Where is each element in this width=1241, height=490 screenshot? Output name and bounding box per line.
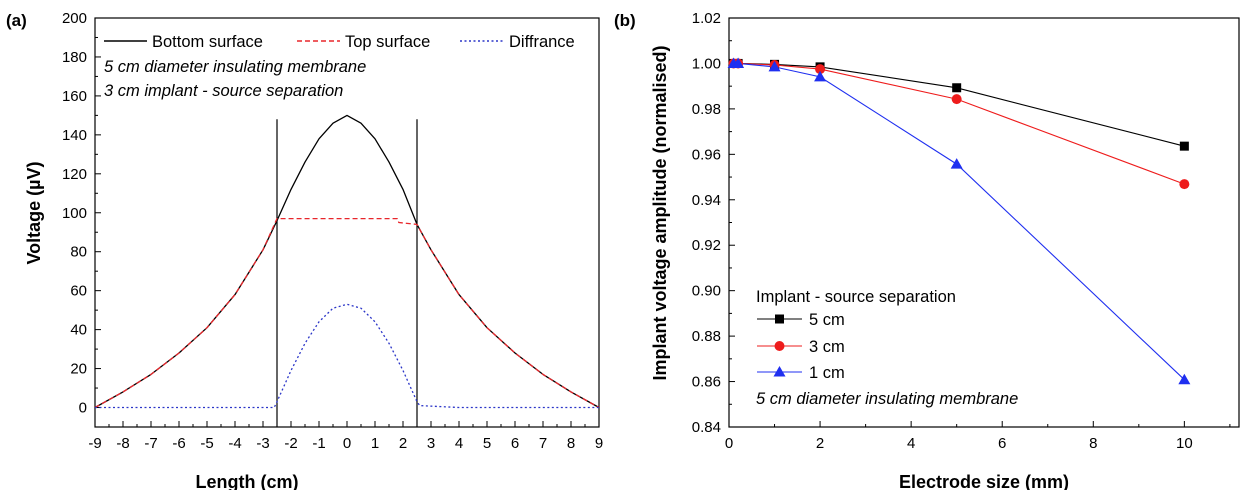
- series-line-1-cm: [733, 62, 1185, 381]
- panel-b-x-axis-title: Electrode size (mm): [899, 472, 1069, 490]
- legend-marker: [774, 341, 785, 351]
- legend-label-diffrance: Diffrance: [509, 33, 575, 51]
- x-tick-label: -7: [144, 435, 157, 452]
- y-tick-label: 40: [70, 322, 87, 339]
- y-tick-label: 20: [70, 361, 87, 378]
- x-tick-label: -2: [284, 435, 297, 452]
- legend-label-3cm: 3 cm: [809, 338, 845, 356]
- panel-a-y-tick-labels: 0 20 40 60 80 100 120 140 160 180 200: [62, 10, 87, 417]
- x-tick-label: -3: [256, 435, 269, 452]
- data-point-1-cm: [1178, 373, 1191, 385]
- panel-b-y-tick-labels: 0.84 0.86 0.88 0.90 0.92 0.94 0.96 0.98 1.00 1.02: [692, 10, 721, 436]
- x-tick-label: 2: [399, 435, 407, 452]
- y-tick-label: 0.84: [692, 419, 721, 436]
- panel-b: (b) 0.84 0.86 0.88 0.90 0.92 0.94 0.96 0.98 1.00…: [614, 10, 1240, 490]
- y-tick-label: 1.02: [692, 10, 721, 27]
- legend-label-1cm: 1 cm: [809, 364, 845, 382]
- y-tick-label: 1.00: [692, 55, 721, 72]
- panel-b-frame: [728, 17, 1240, 428]
- x-tick-label: 8: [567, 435, 575, 452]
- x-tick-label: 5: [483, 435, 491, 452]
- y-tick-label: 120: [62, 166, 87, 183]
- x-tick-label: -5: [200, 435, 213, 452]
- series-line-bottom-surface: [94, 114, 600, 409]
- legend-title-separation: Implant - source separation: [756, 288, 956, 306]
- panel-a-frame: [94, 17, 600, 428]
- panel-a-annotation-membrane: 5 cm diameter insulating membrane: [104, 58, 366, 76]
- legend-label-top-surface: Top surface: [345, 33, 430, 51]
- x-tick-label: 10: [1176, 435, 1193, 452]
- data-point-5-cm: [1179, 141, 1189, 151]
- panel-b-annotation-membrane: 5 cm diameter insulating membrane: [756, 390, 1018, 408]
- y-tick-label: 0.88: [692, 328, 721, 345]
- y-tick-label: 0.96: [692, 146, 721, 163]
- data-point-5-cm: [952, 83, 962, 93]
- x-tick-label: 3: [427, 435, 435, 452]
- series-line-5-cm: [733, 62, 1185, 147]
- panel-b-x-tick-labels: 0 2 4 6 8 10: [725, 435, 1193, 452]
- data-point-3-cm: [815, 64, 826, 75]
- data-point-1-cm: [768, 60, 781, 72]
- legend-marker: [773, 366, 786, 377]
- panel-a-x-tick-labels: -9 -8 -7 -6 -5 -4 -3 -2 -1 0 1 2 3 4 5 6 7 8 9: [88, 435, 603, 452]
- x-tick-label: 9: [595, 435, 603, 452]
- data-point-1-cm: [732, 57, 745, 68]
- x-tick-label: 4: [907, 435, 915, 452]
- panel-a-label: (a): [6, 11, 27, 30]
- y-tick-label: 200: [62, 10, 87, 27]
- legend-marker: [775, 314, 784, 324]
- data-point-3-cm: [951, 94, 962, 105]
- panel-a-plot-area: [94, 17, 600, 428]
- x-tick-label: -8: [116, 435, 129, 452]
- series-line-diffrance: [95, 303, 599, 409]
- panel-a-y-axis-title: Voltage (µV): [24, 161, 44, 264]
- legend-symbol-5cm: [757, 314, 802, 324]
- legend-label-5cm: 5 cm: [809, 311, 845, 329]
- y-tick-label: 0.90: [692, 283, 721, 300]
- y-tick-label: 140: [62, 127, 87, 144]
- y-tick-label: 0: [79, 400, 87, 417]
- panel-b-plot-area: [727, 17, 1240, 428]
- panel-a-legend: Bottom surface Top surface Diffrance: [104, 33, 575, 51]
- y-tick-label: 160: [62, 88, 87, 105]
- x-tick-label: 6: [511, 435, 519, 452]
- x-tick-label: 1: [371, 435, 379, 452]
- x-tick-label: 0: [725, 435, 733, 452]
- y-tick-label: 0.92: [692, 237, 721, 254]
- legend-label-bottom-surface: Bottom surface: [152, 33, 263, 51]
- data-point-1-cm: [814, 70, 827, 82]
- x-tick-label: 8: [1089, 435, 1097, 452]
- y-tick-label: 0.98: [692, 101, 721, 118]
- data-point-1-cm: [950, 158, 963, 169]
- y-tick-label: 100: [62, 205, 87, 222]
- x-tick-label: -6: [172, 435, 185, 452]
- y-tick-label: 180: [62, 49, 87, 66]
- legend-symbol-3cm: [757, 341, 802, 351]
- y-tick-label: 60: [70, 283, 87, 300]
- x-tick-label: -1: [312, 435, 325, 452]
- y-tick-label: 0.86: [692, 374, 721, 391]
- x-tick-label: 4: [455, 435, 463, 452]
- y-tick-label: 0.94: [692, 192, 721, 209]
- x-tick-label: 7: [539, 435, 547, 452]
- x-tick-label: 6: [998, 435, 1006, 452]
- panel-a-annotation-separation: 3 cm implant - source separation: [104, 82, 343, 100]
- panel-a-x-axis-title: Length (cm): [196, 472, 299, 490]
- x-tick-label: -9: [88, 435, 101, 452]
- data-point-3-cm: [1179, 179, 1190, 190]
- x-tick-label: 2: [816, 435, 824, 452]
- panel-b-legend: Implant - source separation 5 cm 3 cm 1 …: [756, 288, 956, 382]
- y-tick-label: 80: [70, 244, 87, 261]
- series-line-top-surface: [94, 217, 600, 409]
- x-tick-label: -4: [228, 435, 241, 452]
- legend-symbol-1cm: [757, 366, 802, 377]
- panel-b-y-axis-title: Implant voltage amplitude (normalised): [650, 45, 670, 380]
- x-tick-label: 0: [343, 435, 351, 452]
- panel-b-label: (b): [614, 11, 636, 30]
